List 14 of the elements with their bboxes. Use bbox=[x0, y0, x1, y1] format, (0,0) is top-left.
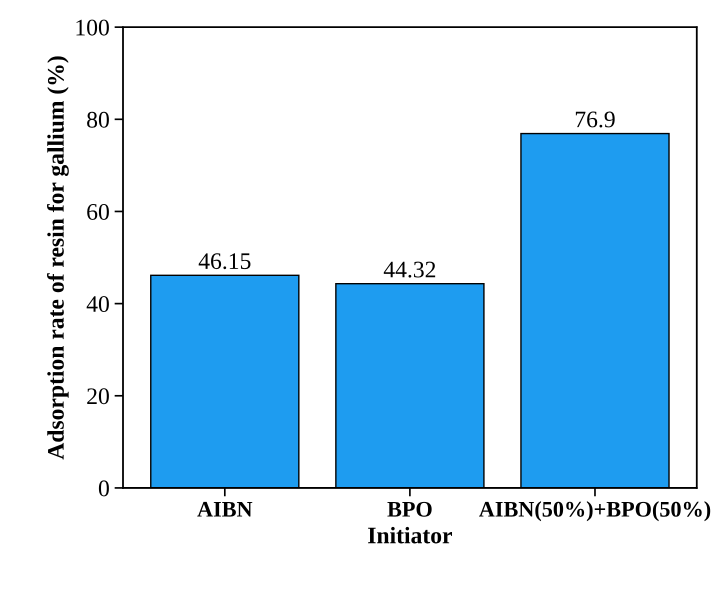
y-tick-label: 20 bbox=[87, 388, 109, 404]
data-label: 44.32 bbox=[384, 262, 436, 278]
x-tick-label: BPO bbox=[387, 502, 432, 517]
y-tick-label: 0 bbox=[98, 480, 109, 496]
x-tick-label: AIBN(50%)+BPO(50%) bbox=[479, 501, 710, 522]
y-axis-title: Adsorption rate of resin for gallium (%) bbox=[47, 56, 69, 460]
data-label: 76.9 bbox=[576, 112, 615, 128]
y-tick-label: 60 bbox=[87, 204, 109, 220]
data-label: 46.15 bbox=[198, 253, 250, 270]
y-tick-label: 40 bbox=[86, 296, 109, 312]
y-tick-label: 100 bbox=[76, 20, 109, 36]
x-tick-label: AIBN bbox=[197, 502, 252, 517]
y-tick-label: 80 bbox=[87, 112, 109, 128]
x-axis-title: Initiator bbox=[368, 526, 452, 544]
